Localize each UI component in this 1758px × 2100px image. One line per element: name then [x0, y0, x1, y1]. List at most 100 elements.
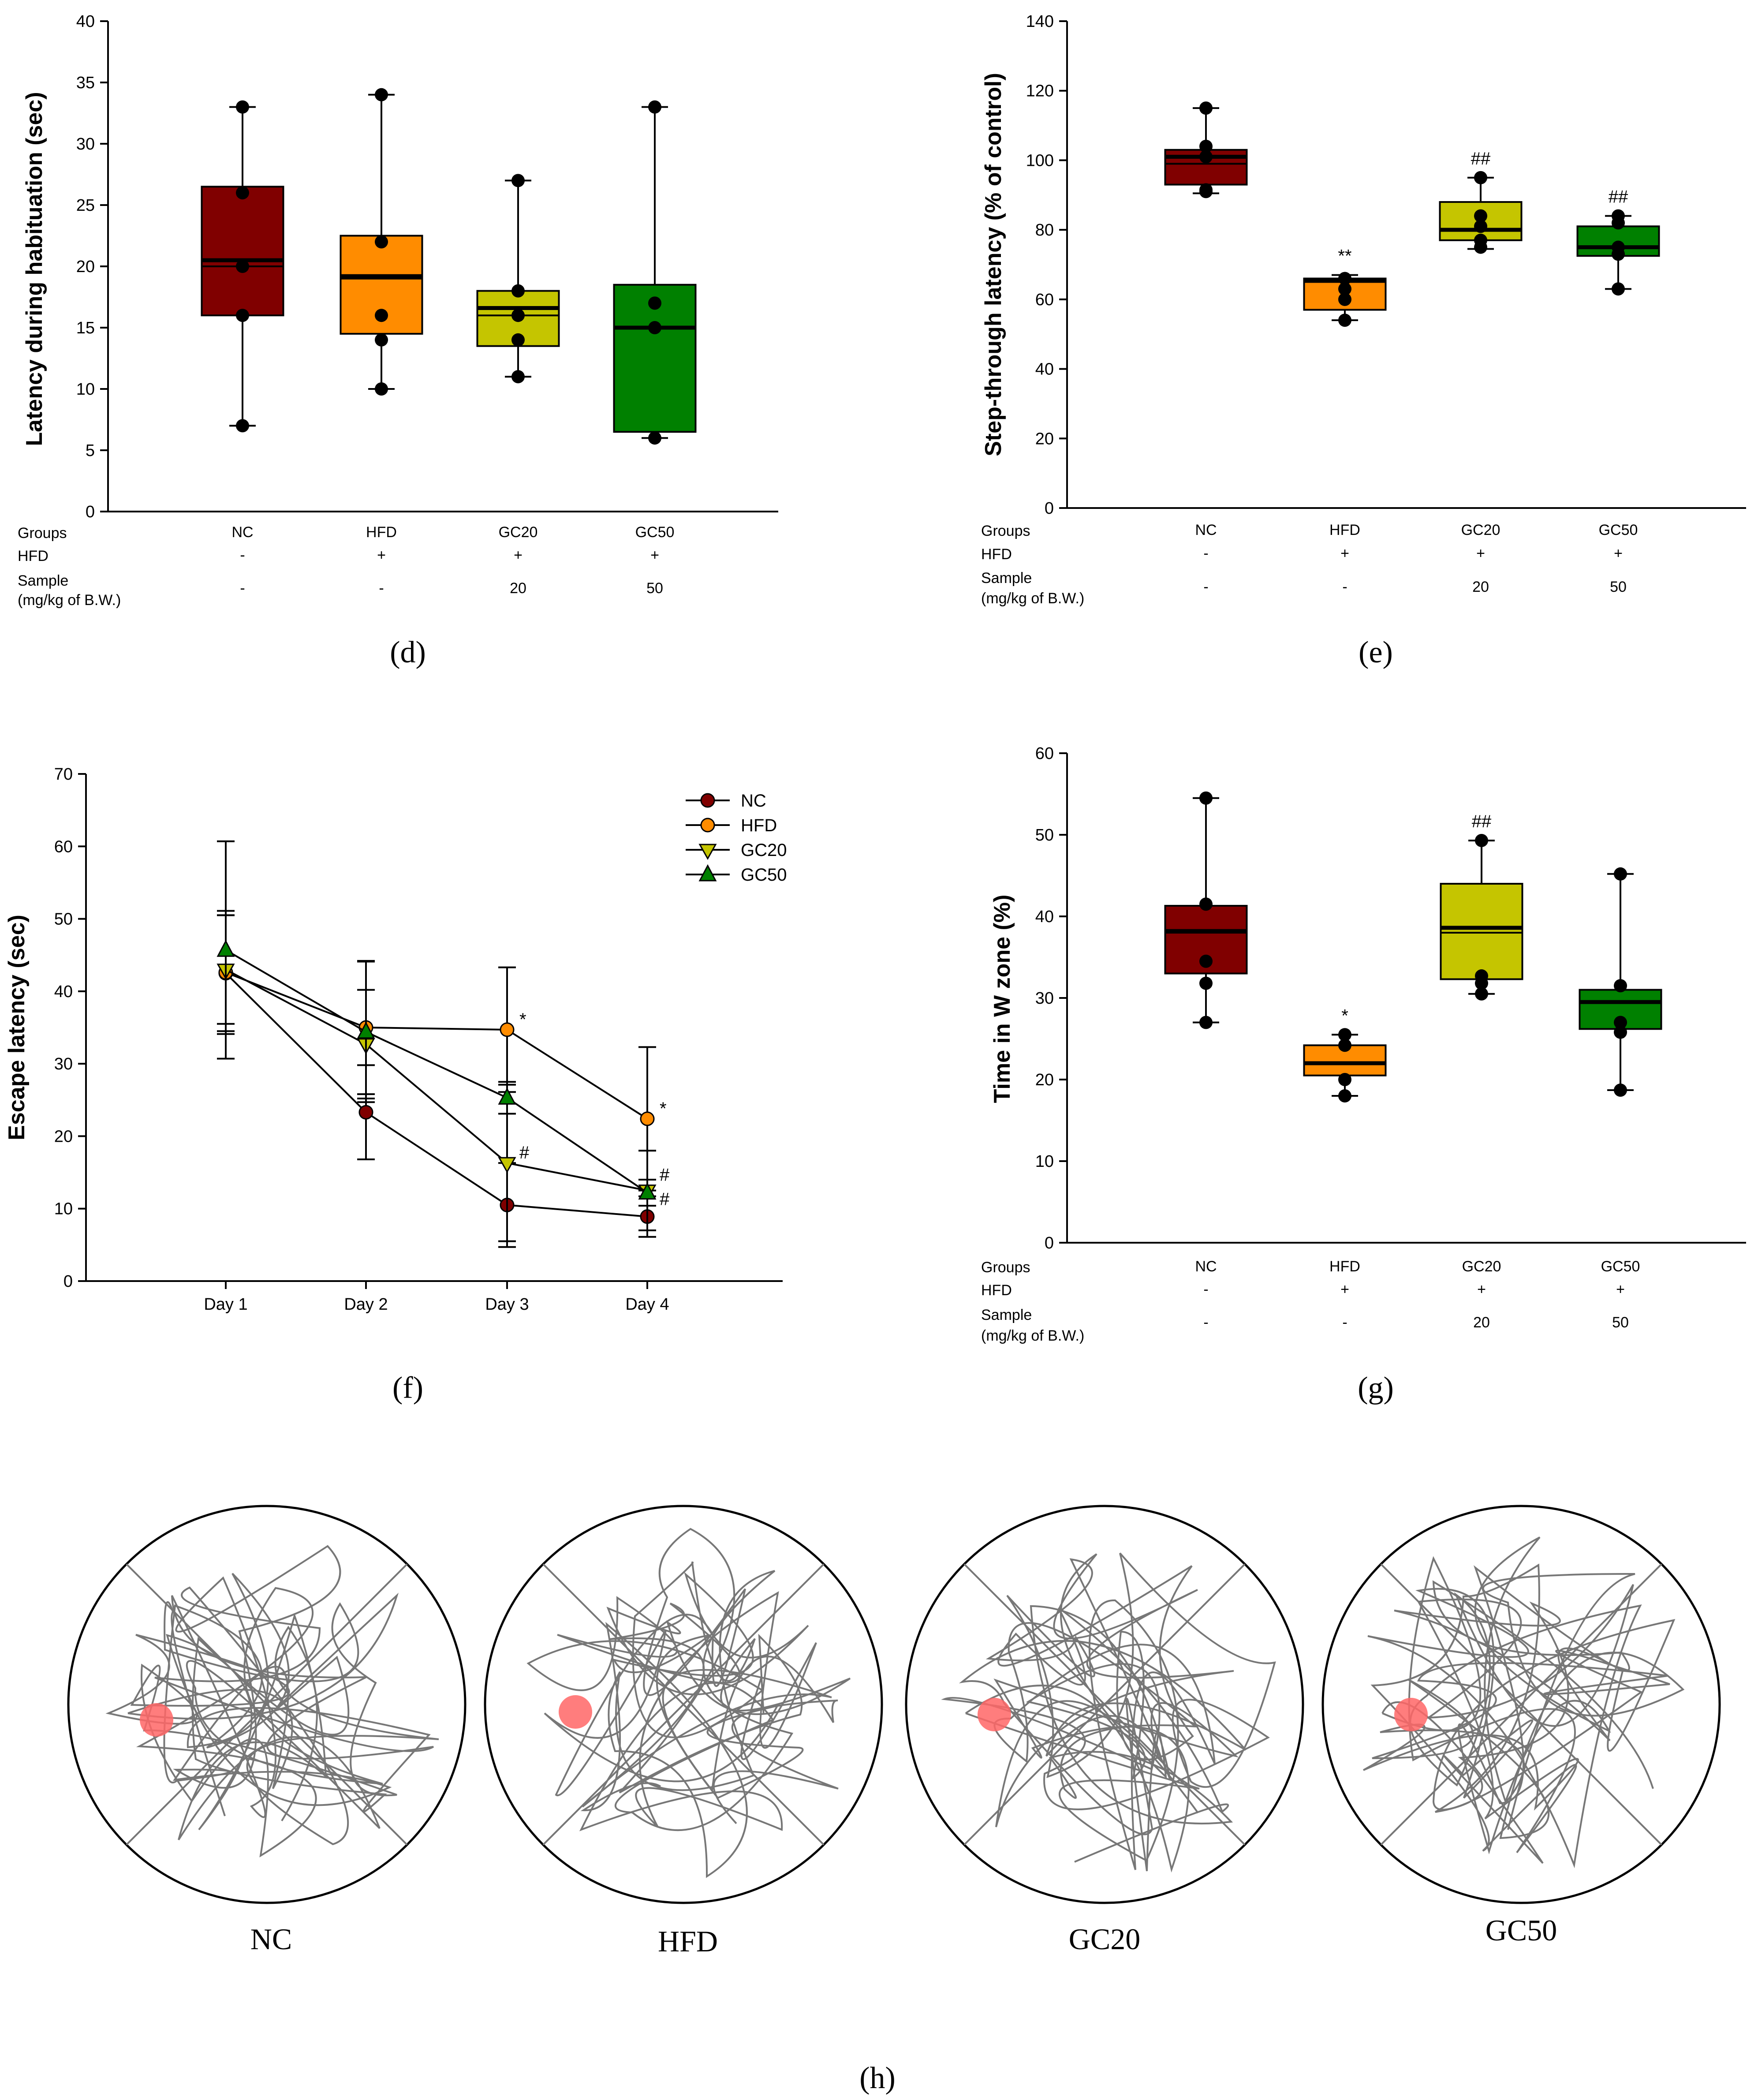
swim-track-group [1363, 1536, 1685, 1868]
panel-f-xtick-label: Day 2 [344, 1295, 388, 1314]
data-point [375, 235, 388, 249]
significance-mark: # [519, 1143, 530, 1162]
panel-e-ytick-label: 80 [1035, 221, 1054, 239]
arena-label-NC: NC [250, 1922, 292, 1956]
panel-g-ytick-label: 40 [1035, 908, 1054, 926]
data-point [375, 309, 388, 322]
panel-g-ylabel: Time in W zone (%) [989, 895, 1015, 1103]
data-point [1614, 867, 1627, 881]
data-point [1474, 171, 1487, 184]
panel-g-ytick-label: 50 [1035, 826, 1054, 844]
table-hfd-value: - [1203, 545, 1208, 562]
series-marker [638, 1182, 657, 1200]
panel-e-ytick-label: 40 [1035, 360, 1054, 379]
data-point [511, 370, 525, 384]
swim-track [1363, 1536, 1654, 1868]
panel-e-ylabel: Step-through latency (% of control) [981, 73, 1006, 456]
table-sample-value: - [240, 580, 245, 597]
panel-g-row-groups: Groups [981, 1259, 1030, 1276]
table-group-label: NC [1195, 522, 1217, 538]
panel-d-ytick-label: 35 [76, 74, 95, 92]
panel-e-ytick-label: 100 [1026, 151, 1054, 170]
panel-e-ytick-label: 120 [1026, 82, 1054, 101]
significance-mark: * [660, 1099, 667, 1118]
arena-label-GC20: GC20 [1069, 1922, 1140, 1956]
panel-f-series-GC50: # [216, 840, 670, 1209]
panel-g-box-GC20: ## [1440, 812, 1523, 1001]
panel-g-box-NC [1164, 791, 1248, 1029]
arena-label-HFD: HFD [658, 1924, 718, 1958]
swim-track [959, 1553, 1247, 1872]
platform-target [978, 1698, 1011, 1731]
data-point [1475, 987, 1488, 1001]
data-point [1614, 1025, 1627, 1039]
arena-GC50: GC50 [1321, 1505, 1721, 1947]
panel-d-ytick-label: 5 [86, 441, 95, 460]
series-marker [216, 940, 235, 957]
data-point [1199, 139, 1213, 153]
table-sample-value: 20 [1473, 1314, 1490, 1331]
panel-f-series-HFD: ** [217, 910, 667, 1192]
panel-d-ytick-label: 0 [86, 503, 95, 521]
series-marker [498, 1157, 516, 1173]
panel-d-ytick-label: 40 [76, 12, 95, 31]
panel-f-line-chart: Escape latency (sec) 0 10 20 30 40 50 60 70 Day … [4, 765, 787, 1405]
panel-f-series-GC20: ## [216, 914, 670, 1242]
data-point [1338, 272, 1351, 285]
panel-e-ytick-label: 140 [1026, 12, 1054, 31]
data-point [1475, 976, 1488, 990]
arena-label-GC50: GC50 [1486, 1913, 1557, 1947]
data-point [1338, 1039, 1351, 1052]
data-point [1199, 976, 1213, 990]
table-sample-value: 50 [1610, 579, 1627, 595]
panel-d-row-unit: (mg/kg of B.W.) [18, 592, 121, 609]
significance-mark: ** [1338, 247, 1351, 266]
panel-g-row-hfd: HFD [981, 1282, 1012, 1299]
panel-e-box-GC50: ## [1576, 187, 1660, 296]
panel-d-row-sample: Sample [18, 572, 68, 589]
data-point [648, 100, 661, 114]
data-point [511, 174, 525, 187]
panel-d-table: Groups HFD Sample (mg/kg of B.W.) NC - - HF… [18, 524, 674, 609]
panel-d-ytick-label: 15 [76, 319, 95, 337]
data-point [1614, 1084, 1627, 1097]
significance-mark: ## [1472, 812, 1492, 831]
table-hfd-value: + [1476, 545, 1485, 562]
data-point [1199, 150, 1213, 164]
series-marker [698, 844, 717, 860]
data-point [1338, 1089, 1351, 1102]
box-iqr [201, 186, 284, 317]
data-point [1612, 216, 1625, 230]
data-point [648, 296, 661, 310]
panel-d-ytick-label: 20 [76, 258, 95, 276]
data-point [375, 88, 388, 101]
legend-label-GC50: GC50 [741, 865, 787, 885]
panel-g-ytick-label: 60 [1035, 744, 1054, 763]
panel-e-row-unit: (mg/kg of B.W.) [981, 590, 1084, 607]
panel-f-xtick-label: Day 3 [485, 1295, 529, 1314]
data-point [1474, 209, 1487, 223]
panel-g-caption: (g) [1358, 1371, 1394, 1405]
data-point [1199, 101, 1213, 115]
data-point [375, 382, 388, 396]
swim-track [941, 1552, 1276, 1873]
series-marker [358, 1105, 373, 1120]
platform-target [140, 1703, 173, 1737]
panel-f-xtick-label: Day 4 [625, 1295, 669, 1314]
panel-f-ytick-label: 0 [63, 1272, 73, 1291]
data-point [1338, 1028, 1351, 1042]
panel-g-ytick-label: 0 [1045, 1234, 1054, 1252]
panel-e-caption: (e) [1359, 635, 1393, 669]
panel-g-box-GC50 [1579, 867, 1662, 1097]
table-group-label: HFD [366, 524, 397, 541]
table-sample-value: 20 [510, 580, 526, 597]
table-sample-value: - [1342, 579, 1347, 595]
panel-d-ytick-label: 10 [76, 380, 95, 399]
swim-track-group [941, 1552, 1276, 1873]
table-hfd-value: + [650, 547, 659, 564]
data-point [236, 309, 249, 322]
panel-f-ytick-label: 10 [54, 1200, 73, 1218]
panel-d-box-GC50 [613, 100, 697, 445]
data-point [1614, 979, 1627, 993]
panel-d-row-hfd: HFD [18, 548, 49, 564]
